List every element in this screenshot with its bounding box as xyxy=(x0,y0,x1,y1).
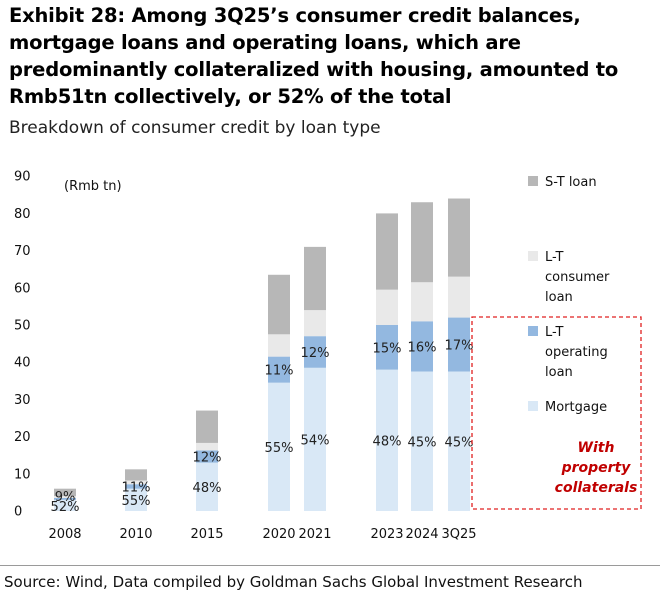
bar-lt-consumer xyxy=(268,334,290,357)
property-collateral-text: property xyxy=(561,460,632,476)
mortgage-share-label: 52% xyxy=(51,500,80,515)
bar-lt-operating xyxy=(196,450,218,463)
x-tick-label: 2023 xyxy=(370,527,403,542)
bar-lt-operating xyxy=(125,484,147,489)
legend-lt-operating-text: loan xyxy=(545,365,573,380)
mortgage-share-label: 45% xyxy=(408,435,437,450)
source-divider xyxy=(0,565,660,566)
mortgage-share-label: 45% xyxy=(445,435,474,450)
legend-lt-operating-text: operating xyxy=(545,345,608,360)
y-tick-label: 10 xyxy=(14,467,31,482)
bar-st-loan xyxy=(54,488,76,497)
bar-lt-operating xyxy=(304,336,326,368)
y-tick-label: 30 xyxy=(14,393,31,408)
bar-lt-operating xyxy=(268,356,290,383)
y-tick-label: 80 xyxy=(14,207,31,222)
bar-lt-operating xyxy=(376,325,398,370)
bar-st-loan xyxy=(196,410,218,443)
legend-lt-consumer-swatch xyxy=(528,251,538,261)
x-tick-label: 2008 xyxy=(48,527,81,542)
bar-mortgage xyxy=(448,371,470,511)
bar-lt-consumer xyxy=(196,442,218,451)
legend: S-T loan L-T consumer loan L-T operating loan M… xyxy=(528,175,610,415)
bar-st-loan xyxy=(125,469,147,481)
property-collateral-annotation: With property collaterals xyxy=(555,440,638,496)
bar-lt-operating xyxy=(411,321,433,372)
bar-mortgage xyxy=(125,488,147,511)
operating-share-label: 16% xyxy=(408,340,437,355)
bar-lt-consumer xyxy=(411,282,433,322)
x-tick-label: 2020 xyxy=(262,527,295,542)
legend-st-loan-swatch xyxy=(528,176,538,186)
mortgage-share-label: 48% xyxy=(193,481,222,496)
unit-label: (Rmb tn) xyxy=(64,179,122,194)
bar-lt-consumer xyxy=(376,289,398,325)
property-collateral-highlight-box xyxy=(471,316,642,510)
bar-st-loan xyxy=(411,202,433,283)
bar-st-loan xyxy=(376,213,398,290)
x-tick-label: 2015 xyxy=(190,527,223,542)
y-tick-label: 40 xyxy=(14,356,31,371)
mortgage-share-label: 54% xyxy=(301,433,330,448)
chart-title: Exhibit 28: Among 3Q25’s consumer credit… xyxy=(9,4,619,108)
y-tick-label: 90 xyxy=(14,170,31,185)
x-tick-label: 3Q25 xyxy=(441,527,476,542)
chart-subtitle: Breakdown of consumer credit by loan typ… xyxy=(9,118,381,138)
y-tick-label: 20 xyxy=(14,430,31,445)
operating-share-label: 12% xyxy=(301,346,330,361)
mortgage-share-label: 48% xyxy=(373,434,402,449)
bar-mortgage xyxy=(304,367,326,511)
legend-mortgage-text: Mortgage xyxy=(545,400,607,415)
bar-mortgage xyxy=(411,371,433,511)
bar-lt-consumer xyxy=(54,496,76,498)
operating-share-label: 17% xyxy=(445,339,474,354)
x-tick-label: 2010 xyxy=(119,527,152,542)
bar-mortgage xyxy=(196,462,218,511)
property-collateral-text: collaterals xyxy=(555,480,638,496)
legend-mortgage-swatch xyxy=(528,401,538,411)
y-tick-label: 50 xyxy=(14,319,31,334)
operating-share-label: 11% xyxy=(265,364,294,379)
operating-share-label: 12% xyxy=(193,451,222,466)
bars xyxy=(54,198,470,511)
y-tick-label: 70 xyxy=(14,244,31,259)
legend-lt-operating-text: L-T xyxy=(545,325,564,340)
legend-lt-operating-swatch xyxy=(528,326,538,336)
y-axis: 0 10 20 30 40 50 60 70 80 90 xyxy=(14,170,31,520)
bar-lt-operating xyxy=(54,497,76,500)
bar-lt-operating xyxy=(448,317,470,372)
bar-mortgage xyxy=(54,499,76,511)
bar-lt-consumer xyxy=(304,310,326,337)
bar-lt-consumer xyxy=(448,276,470,318)
x-tick-label: 2024 xyxy=(405,527,438,542)
y-tick-label: 60 xyxy=(14,281,31,296)
property-collateral-text: With xyxy=(578,440,615,456)
legend-st-loan-text: S-T loan xyxy=(545,175,597,190)
source-note: Source: Wind, Data compiled by Goldman S… xyxy=(4,573,583,591)
bar-st-loan xyxy=(304,246,326,311)
legend-lt-consumer-text: consumer xyxy=(545,270,610,285)
bar-st-loan xyxy=(448,198,470,277)
bar-mortgage xyxy=(268,382,290,511)
stacked-bar-chart: 0 10 20 30 40 50 60 70 80 90 2008 2010 2015 2020 2021… xyxy=(14,170,642,542)
x-axis: 2008 2010 2015 2020 2021 2023 2024 3Q25 xyxy=(48,527,476,542)
legend-lt-consumer-text: L-T xyxy=(545,250,564,265)
legend-lt-consumer-text: loan xyxy=(545,290,573,305)
operating-share-label: 11% xyxy=(122,480,151,495)
bar-mortgage xyxy=(376,369,398,511)
mortgage-share-label: 55% xyxy=(265,441,294,456)
mortgage-share-label: 55% xyxy=(122,494,151,509)
operating-share-label: 15% xyxy=(373,341,402,356)
x-tick-label: 2021 xyxy=(298,527,331,542)
bar-st-loan xyxy=(268,274,290,335)
percent-labels: 52%9% 55%11% 48%12%55%11%54%12%48%15%45%16… xyxy=(51,339,474,515)
y-tick-label: 0 xyxy=(14,505,22,520)
bar-lt-consumer xyxy=(125,480,147,485)
operating-share-label: 9% xyxy=(55,490,76,505)
